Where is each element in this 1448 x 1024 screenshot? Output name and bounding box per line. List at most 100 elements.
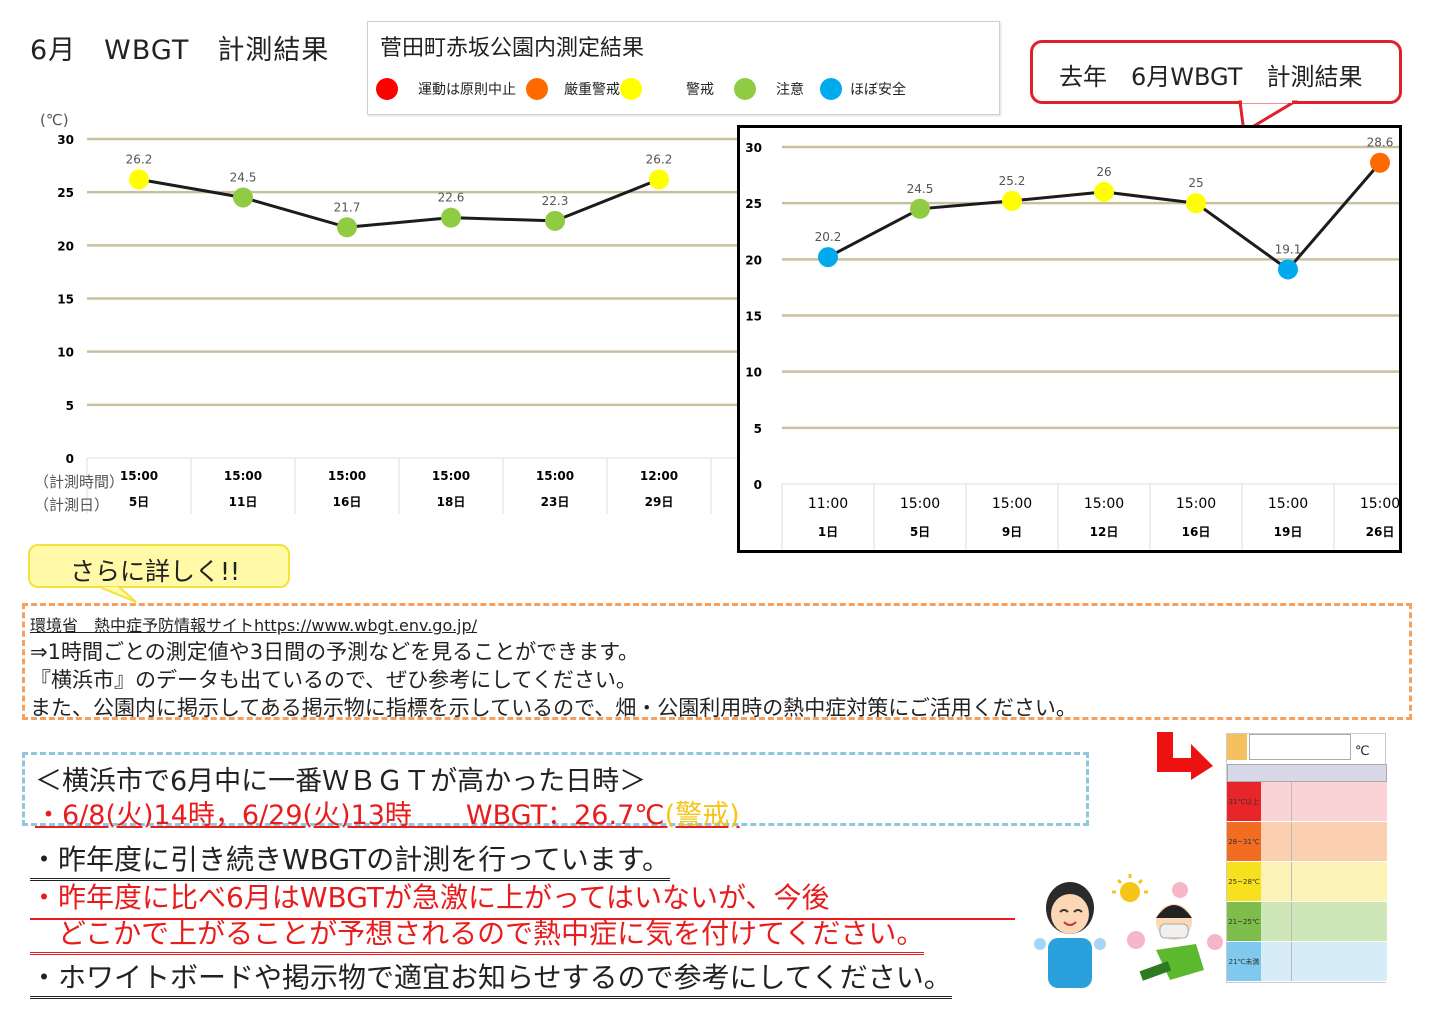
poster-row: 25~28℃ (1227, 862, 1387, 902)
data-label: 20.2 (815, 230, 842, 244)
bubble-tail (100, 586, 137, 603)
x-day-label: 19日 (1274, 525, 1303, 539)
y-tick: 5 (754, 422, 762, 436)
poster-range: 21℃未満 (1227, 942, 1261, 981)
x-axis-labels: 15:00 5日 15:00 11日 15:00 16日 15:00 18日 15:00 23日 1… (120, 469, 678, 509)
row-label-time: （計測時間） (34, 473, 124, 491)
data-label: 19.1 (1275, 242, 1302, 256)
x-time-label: 15:00 (1176, 496, 1216, 512)
y-tick: 0 (754, 478, 762, 492)
blue-dot-icon (820, 78, 842, 100)
legend-label: 運動は原則中止 (418, 82, 516, 98)
orange-dot-icon (526, 78, 548, 100)
highest-level: (警戒) (664, 800, 740, 831)
info-box: 環境省 熱中症予防情報サイトhttps://www.wbgt.env.go.jp… (22, 603, 1412, 720)
info-line: また、公園内に掲示してある掲示物に指標を示しているので、畑・公園利用時の熱中症対… (30, 696, 1077, 720)
data-point (1278, 259, 1298, 280)
data-line (138, 177, 660, 229)
last-year-callout: 去年 6月WBGT 計測結果 (1030, 40, 1402, 104)
red-arrow-icon (1157, 732, 1213, 780)
callout-tail (1238, 99, 1298, 135)
y-tick: 30 (745, 141, 762, 155)
x-time-label: 15:00 (120, 469, 158, 483)
x-day-label: 16日 (1182, 525, 1211, 539)
y-tick: 15 (57, 293, 74, 307)
callout-text: 去年 6月WBGT 計測結果 (1059, 63, 1363, 91)
legend-box: 菅田町赤坂公園内測定結果 運動は原則中止 厳重警戒 警戒 注意 ほぼ安全 (367, 21, 1000, 115)
data-point (441, 207, 461, 228)
x-day-label: 9日 (1002, 525, 1022, 539)
x-time-label: 15:00 (1084, 496, 1124, 512)
highest-detail: ・6/8(火)14時，6/29(火)13時 WBGT：26.7℃(警戒) (35, 793, 740, 832)
legend-label: 警戒 (686, 82, 714, 98)
y-tick: 10 (745, 366, 762, 380)
x-day-label: 18日 (437, 495, 466, 509)
data-point (129, 169, 149, 190)
data-point (233, 187, 253, 208)
poster-label (1227, 734, 1247, 760)
green-dot-icon (734, 78, 756, 100)
poster-range: 28~31℃ (1227, 822, 1261, 861)
y-tick: 5 (66, 399, 74, 413)
poster-header (1227, 764, 1387, 782)
poster-range: 21~25℃ (1227, 902, 1261, 941)
y-tick: 25 (745, 197, 762, 211)
row-label-day: （計測日） (34, 496, 109, 514)
bubble-text: さらに詳しく!! (70, 557, 241, 586)
gridlines (86, 137, 740, 514)
data-label: 26.2 (126, 152, 153, 166)
info-line: 『横浜市』のデータも出ているので、ぜひ参考にしてください。 (30, 668, 637, 692)
data-point (649, 169, 669, 190)
yellow-dot-icon (620, 78, 642, 100)
note-line: ・昨年度に比べ6月はWBGTが急激に上がってはいないが、今後 (30, 881, 830, 914)
legend-label: ほぼ安全 (850, 82, 906, 98)
y-tick: 0 (66, 452, 74, 466)
legend-item-stop: 運動は原則中止 (376, 78, 516, 100)
legend-title: 菅田町赤坂公園内測定結果 (380, 36, 645, 61)
data-label: 22.3 (542, 194, 569, 208)
x-time-label: 15:00 (224, 469, 262, 483)
poster-row: 21℃未満 (1227, 942, 1387, 982)
y-tick: 15 (745, 310, 762, 324)
x-day-label: 12日 (1090, 525, 1119, 539)
data-label: 26 (1096, 165, 1111, 179)
data-label: 24.5 (230, 170, 257, 184)
x-time-label: 15:00 (900, 496, 940, 512)
legend-label: 厳重警戒 (564, 82, 620, 98)
x-time-label: 11:00 (808, 496, 848, 512)
poster-row: 31℃以上 (1227, 782, 1387, 822)
data-point (818, 247, 838, 268)
x-time-label: 15:00 (432, 469, 470, 483)
y-tick-labels: 0 5 10 15 20 25 30 (57, 133, 74, 466)
poster-value-field (1249, 734, 1351, 760)
chart-this-year: (℃) 0 5 10 15 20 25 30 15:00 5日 15:00 11日 15:00 16日… (34, 111, 740, 514)
env-ministry-link[interactable]: 環境省 熱中症予防情報サイトhttps://www.wbgt.env.go.jp… (30, 616, 478, 635)
x-time-label: 15:00 (1268, 496, 1308, 512)
heatstroke-boy-illustration (1112, 874, 1223, 981)
legend-item-severe: 厳重警戒 (526, 78, 620, 100)
info-line: ⇒1時間ごとの測定値や3日間の予測などを見ることができます。 (30, 640, 640, 664)
x-time-label: 15:00 (992, 496, 1032, 512)
x-time-label: 15:00 (1360, 496, 1399, 512)
chart-last-year-frame: 0 5 10 15 20 25 30 11:00 1日 15:00 5日 15:00 9日 15:00 1… (737, 125, 1427, 554)
data-point (1186, 193, 1206, 214)
data-label: 22.6 (438, 191, 465, 205)
x-time-label: 15:00 (328, 469, 366, 483)
highest-wbgt-box: ＜横浜市で6月中に一番ＷＢＧＴが高かった日時＞ ・6/8(火)14時，6/29(… (22, 752, 1089, 831)
data-label: 25.2 (999, 174, 1026, 188)
data-label: 21.7 (334, 200, 361, 214)
y-axis-unit: (℃) (40, 111, 69, 129)
data-points: 26.2 24.5 21.7 22.6 22.3 26.2 (126, 152, 673, 238)
poster-unit: ℃ (1355, 744, 1370, 759)
y-tick: 20 (57, 239, 74, 253)
data-point (910, 198, 930, 219)
x-day-label: 5日 (129, 495, 149, 509)
divider (30, 918, 1015, 920)
note-line: どこかで上がることが予想されるので熱中症に気を付けてください。 (30, 916, 925, 955)
x-day-label: 11日 (229, 495, 258, 509)
note-line: ・昨年度に引き続きWBGTの計測を行っています。 (30, 842, 671, 881)
data-label: 26.2 (646, 152, 673, 166)
x-time-label: 12:00 (640, 469, 678, 483)
highest-datetime: ・6/8(火)14時，6/29(火)13時 WBGT：26.7℃ (35, 800, 665, 831)
x-day-label: 29日 (645, 495, 674, 509)
